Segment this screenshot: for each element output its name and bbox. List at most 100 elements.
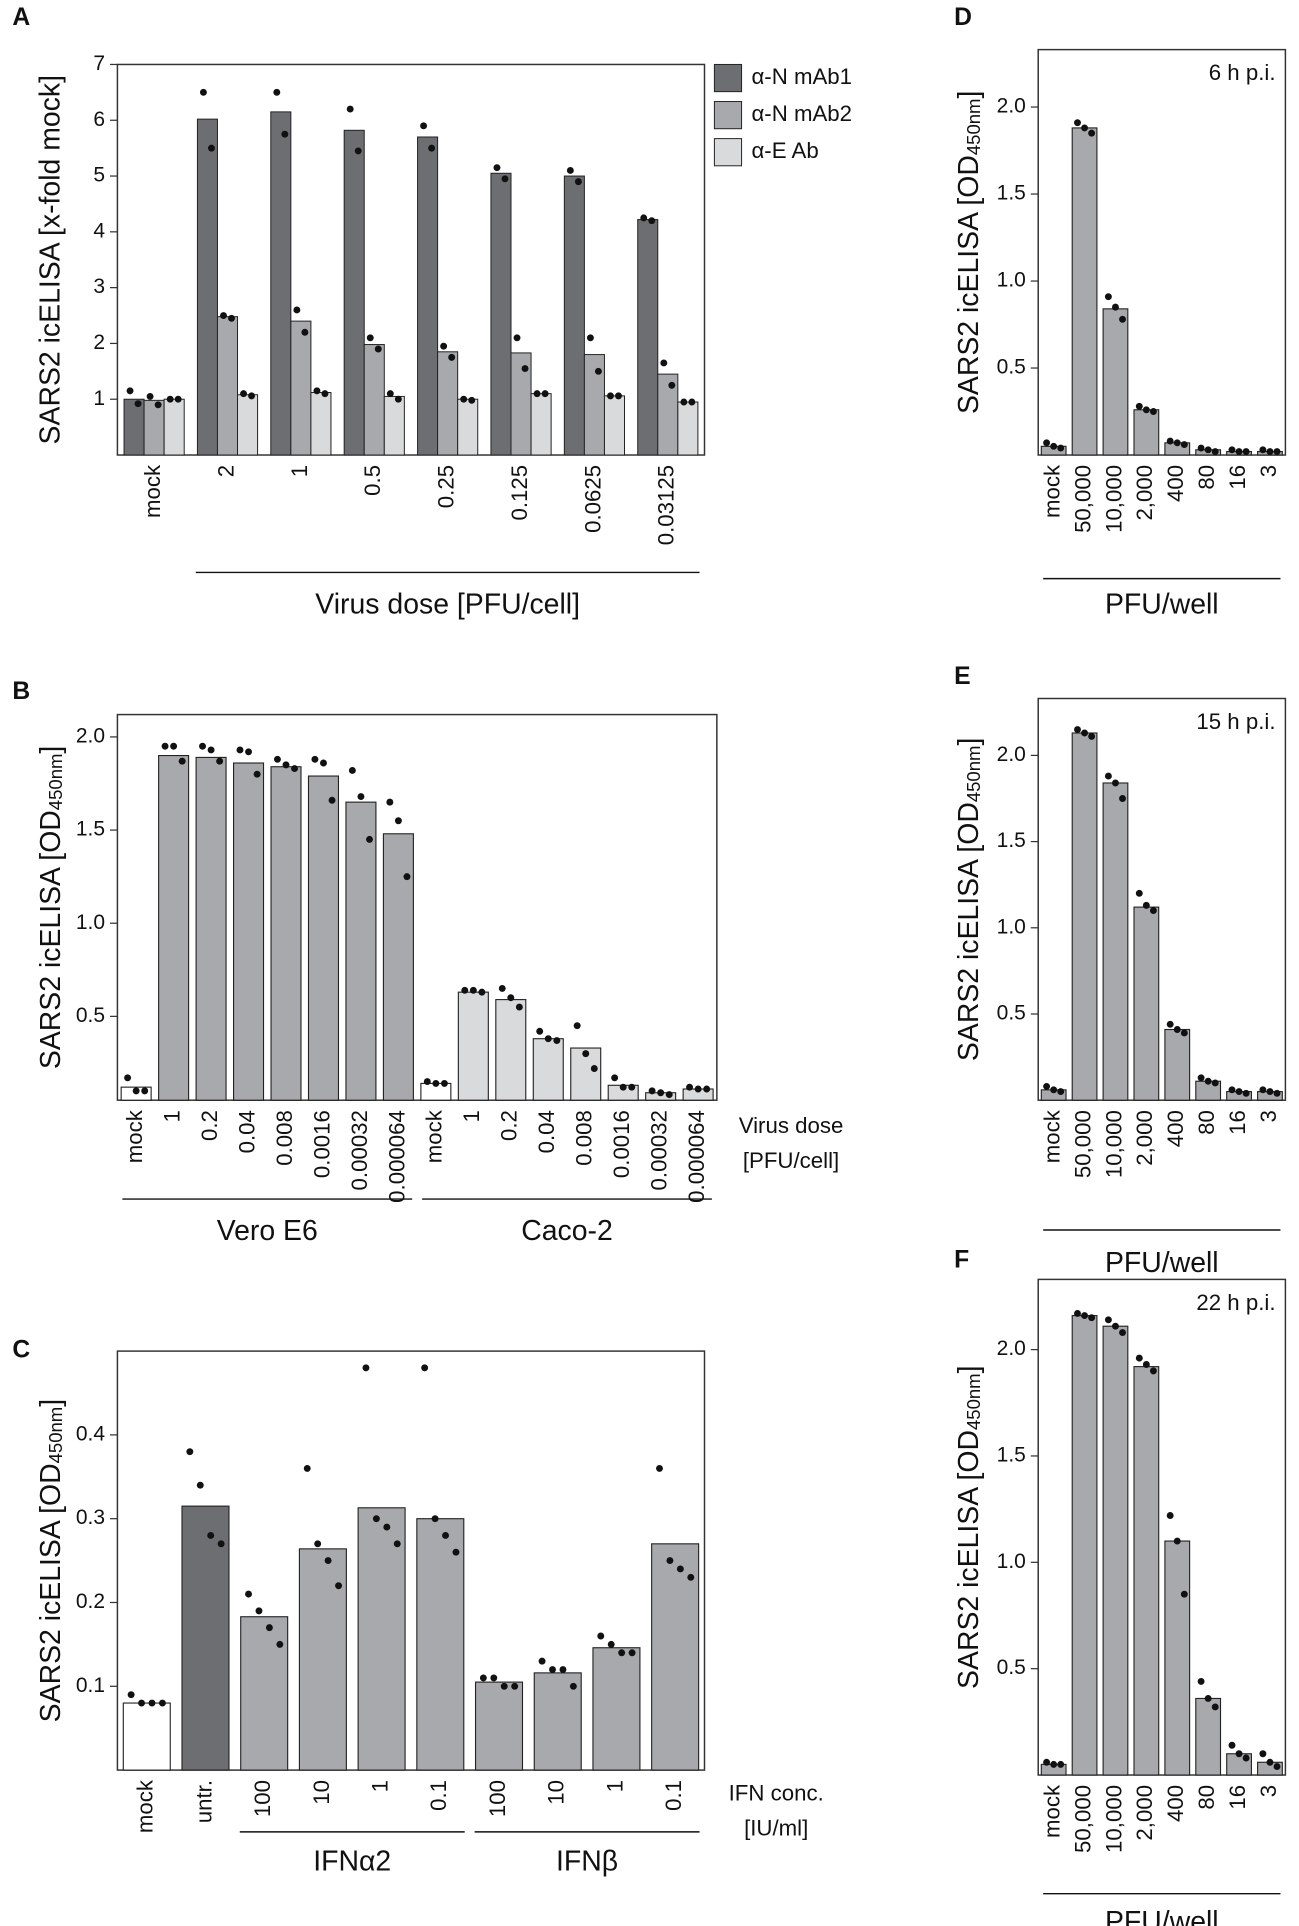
replicate-dot (186, 1448, 194, 1456)
replicate-dot (154, 401, 162, 409)
x-tick-label: 3 (1256, 465, 1281, 477)
bar (1133, 906, 1160, 1101)
bar (1071, 127, 1098, 456)
y-axis-label-part: ] (953, 738, 985, 746)
y-tick-label: 0.5 (997, 356, 1026, 379)
x-tick-label: 1 (367, 1780, 392, 1792)
bar (163, 398, 185, 456)
replicate-dot (1050, 1760, 1058, 1768)
replicate-dot (1197, 1677, 1205, 1685)
bar (495, 999, 527, 1101)
replicate-dot (346, 105, 354, 113)
bar (345, 801, 377, 1101)
y-tick-label: 0.5 (997, 1002, 1026, 1025)
x-tick-label: mock (133, 1779, 158, 1833)
x-tick-label: 0.03125 (654, 465, 679, 545)
bar (416, 1518, 465, 1771)
replicate-dot (1204, 446, 1212, 454)
replicate-dot (394, 395, 402, 403)
side-label: IFN conc. (729, 1781, 824, 1806)
x-tick-label: 0.000064 (684, 1110, 709, 1203)
x-tick-label: 0.00032 (647, 1110, 672, 1190)
replicate-dot (559, 1666, 567, 1673)
replicate-dot (468, 396, 476, 404)
group-label: Virus dose [PFU/cell] (315, 588, 580, 620)
y-tick-label: 2.0 (997, 1337, 1026, 1360)
x-tick-label: 0.008 (272, 1110, 297, 1166)
replicate-dot (582, 1050, 590, 1058)
annotation: 15 h p.i. (1196, 709, 1275, 734)
replicate-dot (1266, 1758, 1274, 1766)
y-tick-label: 1.0 (997, 915, 1026, 938)
bar (1071, 1315, 1098, 1776)
replicate-dot (1149, 907, 1157, 915)
replicate-dot (1142, 1361, 1150, 1368)
x-tick-label: 0.000064 (384, 1110, 409, 1203)
replicate-dot (1211, 1079, 1219, 1087)
y-axis-label: SARS2 icELISA [OD450nm] (953, 1365, 985, 1688)
bar (196, 118, 218, 456)
replicate-dot (1242, 1754, 1250, 1762)
y-tick-label: 2.0 (997, 95, 1026, 118)
replicate-dot (1135, 402, 1143, 410)
replicate-dot (366, 835, 373, 843)
replicate-dot (207, 746, 215, 754)
replicate-dot (161, 742, 169, 750)
replicate-dot (335, 1582, 343, 1590)
x-tick-label: 0.0625 (580, 465, 605, 533)
replicate-dot (538, 1657, 546, 1665)
replicate-dot (1057, 1088, 1065, 1096)
x-tick-label: 0.0016 (309, 1110, 334, 1178)
replicate-dot (328, 796, 336, 804)
replicate-dot (611, 1074, 619, 1082)
bar (237, 394, 259, 456)
y-tick-label: 1.0 (997, 269, 1026, 292)
replicate-dot (500, 1682, 508, 1690)
bar (474, 1681, 524, 1771)
x-tick-label: 1 (159, 1110, 184, 1122)
y-tick-label: 0.2 (76, 1590, 105, 1613)
replicate-dot (420, 122, 428, 130)
legend-swatch (713, 63, 743, 93)
replicate-dot (383, 1523, 391, 1531)
replicate-dot (511, 1682, 519, 1690)
replicate-dot (648, 217, 656, 225)
x-tick-label: 10,000 (1101, 465, 1126, 533)
replicate-dot (1142, 406, 1150, 414)
replicate-dot (1173, 1537, 1181, 1545)
replicate-dot (1074, 119, 1081, 127)
replicate-dot (1173, 1026, 1181, 1033)
x-tick-label: 1 (459, 1110, 484, 1122)
replicate-dot (273, 88, 281, 96)
replicate-dot (1111, 779, 1119, 787)
replicate-dot (357, 793, 365, 800)
replicate-dot (549, 1666, 556, 1673)
y-axis-label-part: SARS2 icELISA [OD (34, 810, 66, 1069)
replicate-dot (1273, 448, 1281, 455)
annotation: 6 h p.i. (1209, 60, 1276, 85)
y-tick-label: 0.4 (76, 1422, 106, 1445)
replicate-dot (1259, 1086, 1267, 1094)
replicate-dot (1242, 448, 1250, 455)
y-axis-label-part: 450nm (45, 754, 66, 811)
bar (457, 991, 489, 1101)
replicate-dot (1180, 1029, 1188, 1037)
replicate-dot (1081, 729, 1089, 737)
side-label: Virus dose (739, 1113, 844, 1138)
y-axis-label-part: 450nm (963, 98, 984, 155)
x-tick-label: 0.125 (507, 465, 532, 521)
x-tick-label: 2 (213, 465, 238, 477)
replicate-dot (253, 770, 261, 778)
replicate-dot (498, 984, 506, 992)
y-tick-label: 1.5 (76, 818, 105, 841)
replicate-dot (1235, 1750, 1243, 1758)
x-tick-label: untr. (191, 1780, 216, 1823)
bar (343, 129, 365, 456)
y-axis-label-part: ] (953, 1365, 985, 1373)
replicate-dot (660, 359, 668, 367)
y-axis-label-part: 450nm (45, 1407, 66, 1464)
y-axis-label-part: 450nm (963, 1373, 984, 1430)
replicate-dot (479, 1674, 487, 1682)
legend-label: α-E Ab (751, 138, 818, 163)
